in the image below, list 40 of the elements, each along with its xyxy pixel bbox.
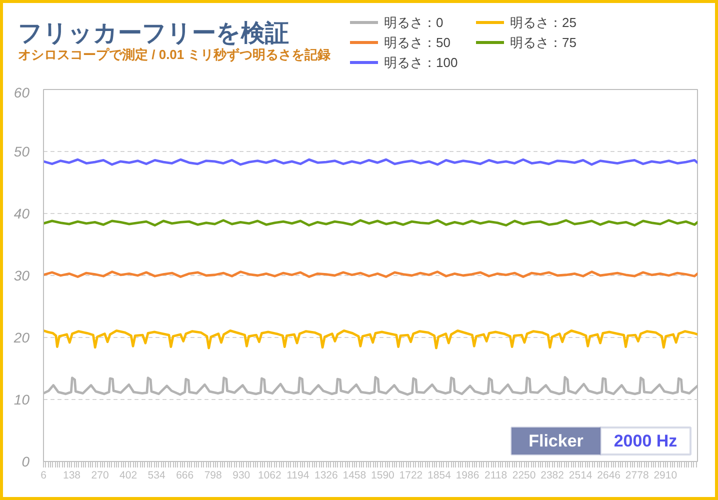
x-tick-label: 534 xyxy=(148,470,166,482)
y-tick-label: 0 xyxy=(22,454,30,470)
x-tick-label: 666 xyxy=(176,470,194,482)
x-tick-label: 2514 xyxy=(568,470,592,482)
y-tick-label: 50 xyxy=(14,144,30,160)
legend-label: 明るさ：75 xyxy=(510,34,576,50)
annotation: Flicker xyxy=(528,432,584,450)
legend-label: 明るさ：50 xyxy=(384,34,450,50)
x-tick-label: 2250 xyxy=(512,470,536,482)
chart-subtitle: オシロスコープで測定 / 0.01 ミリ秒ずつ明るさを記録 xyxy=(18,47,331,62)
x-tick-label: 138 xyxy=(63,470,81,482)
y-tick-label: 10 xyxy=(14,392,30,408)
x-tick-label: 1326 xyxy=(314,470,338,482)
x-tick-label: 2778 xyxy=(625,470,649,482)
legend-label: 明るさ：25 xyxy=(510,14,576,30)
x-tick-label: 2910 xyxy=(654,470,678,482)
x-tick-label: 1590 xyxy=(371,470,395,482)
x-tick-label: 1458 xyxy=(342,470,366,482)
x-tick-label: 1722 xyxy=(399,470,423,482)
legend-label: 明るさ：0 xyxy=(384,14,444,30)
x-tick-label: 798 xyxy=(204,470,222,482)
annotation: 2000 Hz xyxy=(614,432,678,450)
x-tick-label: 2382 xyxy=(540,470,564,482)
y-tick-label: 20 xyxy=(12,330,30,346)
x-tick-label: 1062 xyxy=(258,470,282,482)
x-tick-label: 2646 xyxy=(597,470,621,482)
x-tick-label: 930 xyxy=(232,470,250,482)
line-series xyxy=(44,329,698,350)
x-tick-label: 402 xyxy=(120,470,138,482)
x-tick-label: 270 xyxy=(91,470,109,482)
y-tick-label: 40 xyxy=(14,206,30,222)
x-tick-label: 6 xyxy=(40,470,47,482)
x-tick-label: 2118 xyxy=(484,470,508,482)
x-tick-label: 1986 xyxy=(456,470,480,482)
y-tick-label: 60 xyxy=(14,84,30,100)
legend-label: 明るさ：100 xyxy=(384,54,458,70)
x-tick-label: 1194 xyxy=(286,470,310,482)
y-tick-label: 30 xyxy=(14,268,30,284)
chart-title: フリッカーフリーを検証 xyxy=(18,20,289,47)
x-tick-label: 1854 xyxy=(428,470,452,482)
